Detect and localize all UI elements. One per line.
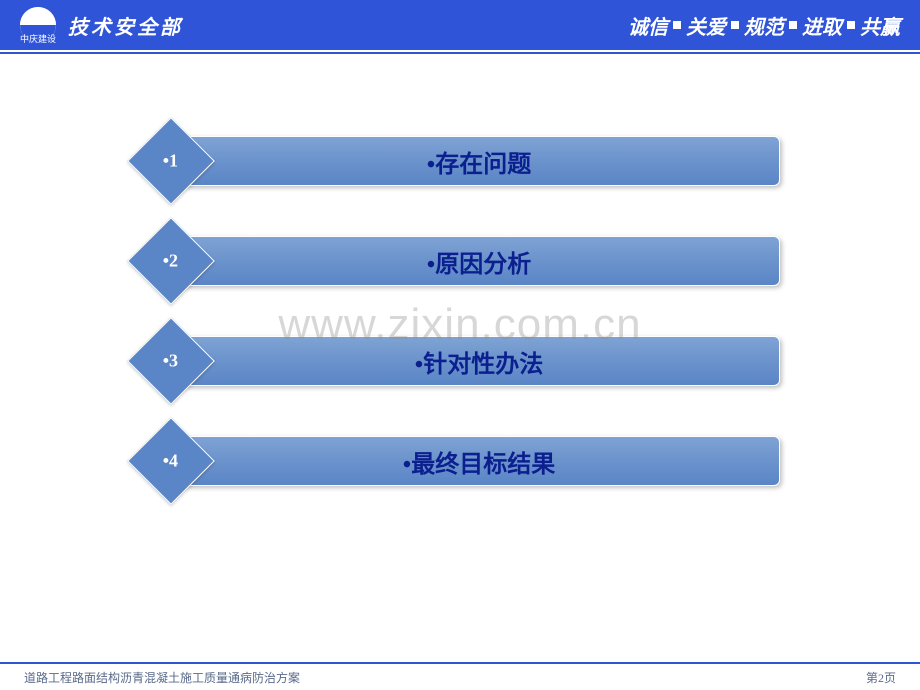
- item-number-diamond: •2: [127, 217, 215, 305]
- value-5: 共赢: [860, 11, 900, 40]
- item-label-bar: •原因分析: [178, 236, 780, 286]
- item-number: •4: [163, 451, 178, 472]
- value-4: 进取: [802, 11, 842, 40]
- item-number-diamond: •1: [127, 117, 215, 205]
- item-number: •2: [163, 251, 178, 272]
- footer-page-number: 第2页: [866, 669, 896, 686]
- item-number: •1: [163, 151, 178, 172]
- item-label: •最终目标结果: [403, 444, 555, 479]
- department-title: 技术安全部: [68, 11, 183, 40]
- agenda-item: •4 •最终目标结果: [140, 430, 780, 492]
- logo-subtext: 中庆建设: [20, 32, 56, 45]
- header-bar: 中庆建设 技术安全部 诚信 关爱 规范 进取 共赢: [0, 0, 920, 50]
- value-1: 诚信: [628, 11, 668, 40]
- item-label: •存在问题: [427, 144, 531, 179]
- company-values: 诚信 关爱 规范 进取 共赢: [628, 11, 900, 40]
- item-number-diamond: •3: [127, 317, 215, 405]
- footer-left-text: 道路工程路面结构沥青混凝土施工质量通病防治方案: [24, 669, 300, 686]
- value-separator-icon: [673, 21, 681, 29]
- value-separator-icon: [731, 21, 739, 29]
- value-separator-icon: [847, 21, 855, 29]
- agenda-item: •1 •存在问题: [140, 130, 780, 192]
- item-label-bar: •存在问题: [178, 136, 780, 186]
- item-label-bar: •最终目标结果: [178, 436, 780, 486]
- item-number: •3: [163, 351, 178, 372]
- logo-area: 中庆建设 技术安全部: [20, 7, 183, 43]
- item-number-diamond: •4: [127, 417, 215, 505]
- item-label: •原因分析: [427, 244, 531, 279]
- footer-bar: 道路工程路面结构沥青混凝土施工质量通病防治方案 第2页: [0, 662, 920, 690]
- value-separator-icon: [789, 21, 797, 29]
- content-area: •1 •存在问题 •2 •原因分析 •3 •针对性办法 •4 •最终目标结果: [0, 50, 920, 492]
- item-label: •针对性办法: [415, 344, 543, 379]
- item-label-bar: •针对性办法: [178, 336, 780, 386]
- agenda-item: •3 •针对性办法: [140, 330, 780, 392]
- value-3: 规范: [744, 11, 784, 40]
- agenda-item: •2 •原因分析: [140, 230, 780, 292]
- value-2: 关爱: [686, 11, 726, 40]
- logo-wrapper: 中庆建设: [20, 7, 56, 43]
- header-underline: [0, 52, 920, 54]
